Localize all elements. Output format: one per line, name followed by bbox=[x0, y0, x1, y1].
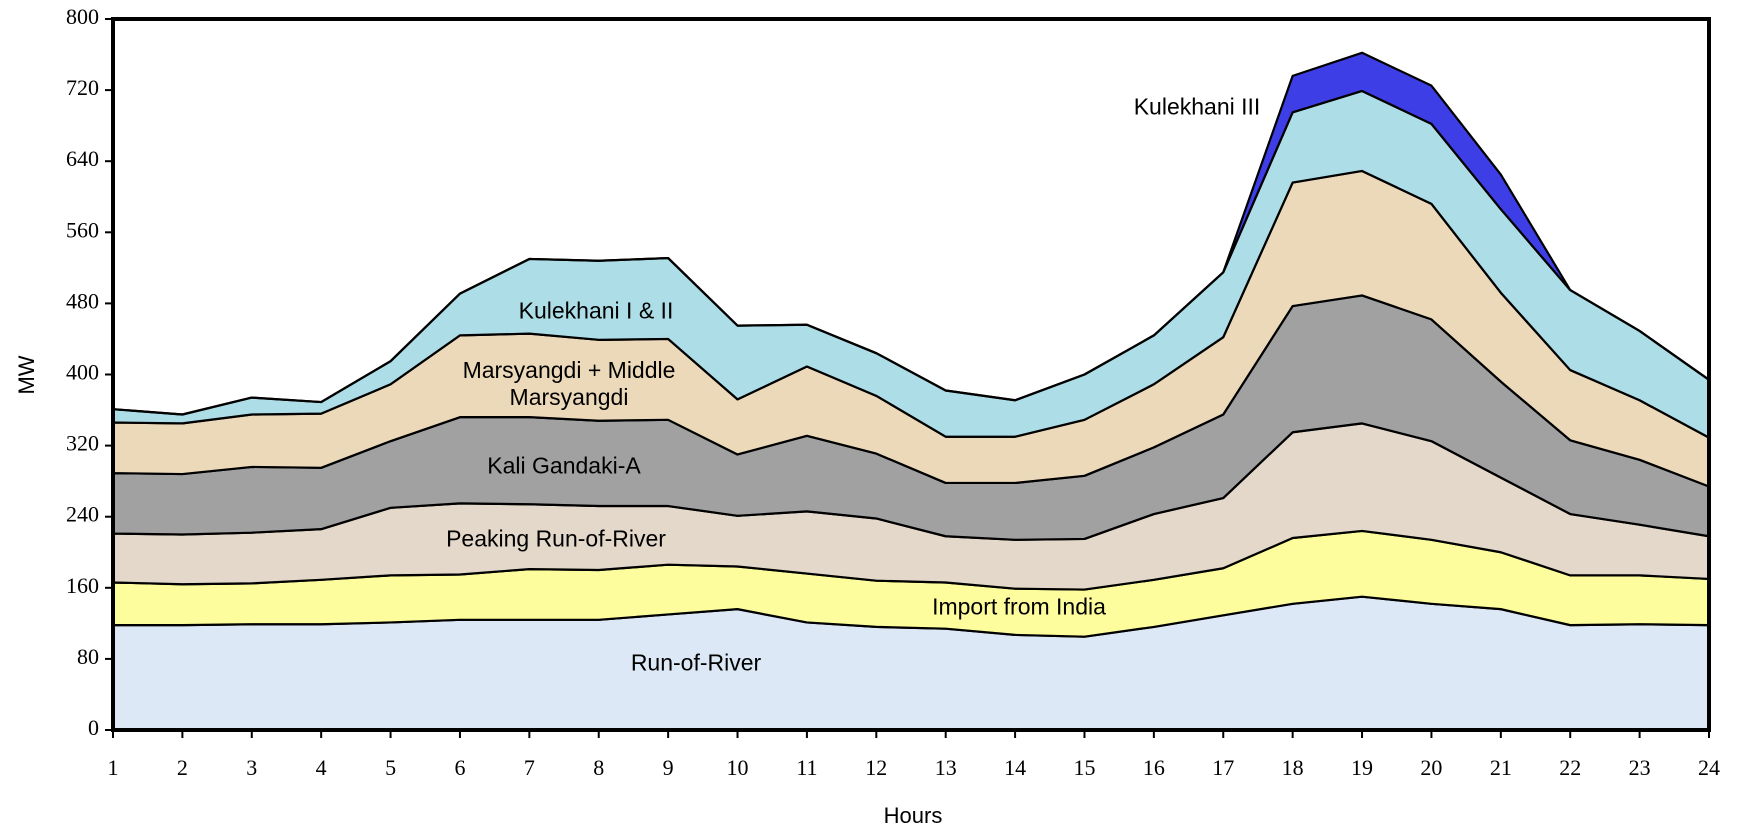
x-tick-label: 11 bbox=[796, 755, 817, 780]
y-tick-label: 160 bbox=[66, 573, 99, 598]
x-tick-label: 7 bbox=[524, 755, 535, 780]
x-axis-label: Hours bbox=[884, 803, 943, 828]
x-tick-label: 2 bbox=[177, 755, 188, 780]
y-tick-label: 400 bbox=[66, 360, 99, 385]
x-tick-label: 13 bbox=[935, 755, 957, 780]
x-tick-label: 12 bbox=[865, 755, 887, 780]
y-tick-label: 480 bbox=[66, 288, 99, 313]
x-tick-label: 1 bbox=[108, 755, 119, 780]
y-tick-label: 80 bbox=[77, 644, 99, 669]
series-label: Run-of-River bbox=[630, 649, 762, 676]
y-tick-label: 320 bbox=[66, 431, 99, 456]
x-tick-label: 23 bbox=[1629, 755, 1651, 780]
series-label: Marsyangdi + Middle Marsyangdi bbox=[462, 357, 676, 410]
y-tick-label: 560 bbox=[66, 217, 99, 242]
x-tick-label: 14 bbox=[1004, 755, 1026, 780]
x-tick-label: 15 bbox=[1073, 755, 1095, 780]
series-label: Import from India bbox=[932, 593, 1106, 620]
x-tick-label: 22 bbox=[1559, 755, 1581, 780]
x-tick-label: 16 bbox=[1143, 755, 1165, 780]
y-tick-label: 800 bbox=[66, 4, 99, 29]
y-tick-label: 720 bbox=[66, 75, 99, 100]
series-label: Kali Gandaki-A bbox=[487, 452, 641, 479]
x-tick-label: 21 bbox=[1490, 755, 1512, 780]
series-label: Kulekhani III bbox=[1133, 93, 1261, 120]
x-tick-label: 18 bbox=[1282, 755, 1304, 780]
x-tick-label: 9 bbox=[663, 755, 674, 780]
x-tick-label: 5 bbox=[385, 755, 396, 780]
y-tick-label: 240 bbox=[66, 502, 99, 527]
x-tick-label: 6 bbox=[454, 755, 465, 780]
x-tick-label: 24 bbox=[1698, 755, 1720, 780]
series-label: Peaking Run-of-River bbox=[446, 525, 666, 552]
series-label: Kulekhani I & II bbox=[518, 297, 674, 324]
y-tick-label: 640 bbox=[66, 146, 99, 171]
x-tick-label: 19 bbox=[1351, 755, 1373, 780]
x-tick-label: 10 bbox=[727, 755, 749, 780]
x-tick-label: 20 bbox=[1420, 755, 1442, 780]
x-tick-label: 8 bbox=[593, 755, 604, 780]
y-axis-label: MW bbox=[14, 355, 39, 394]
y-tick-label: 0 bbox=[88, 715, 99, 740]
x-tick-label: 4 bbox=[316, 755, 327, 780]
x-tick-label: 17 bbox=[1212, 755, 1234, 780]
x-tick-label: 3 bbox=[246, 755, 257, 780]
